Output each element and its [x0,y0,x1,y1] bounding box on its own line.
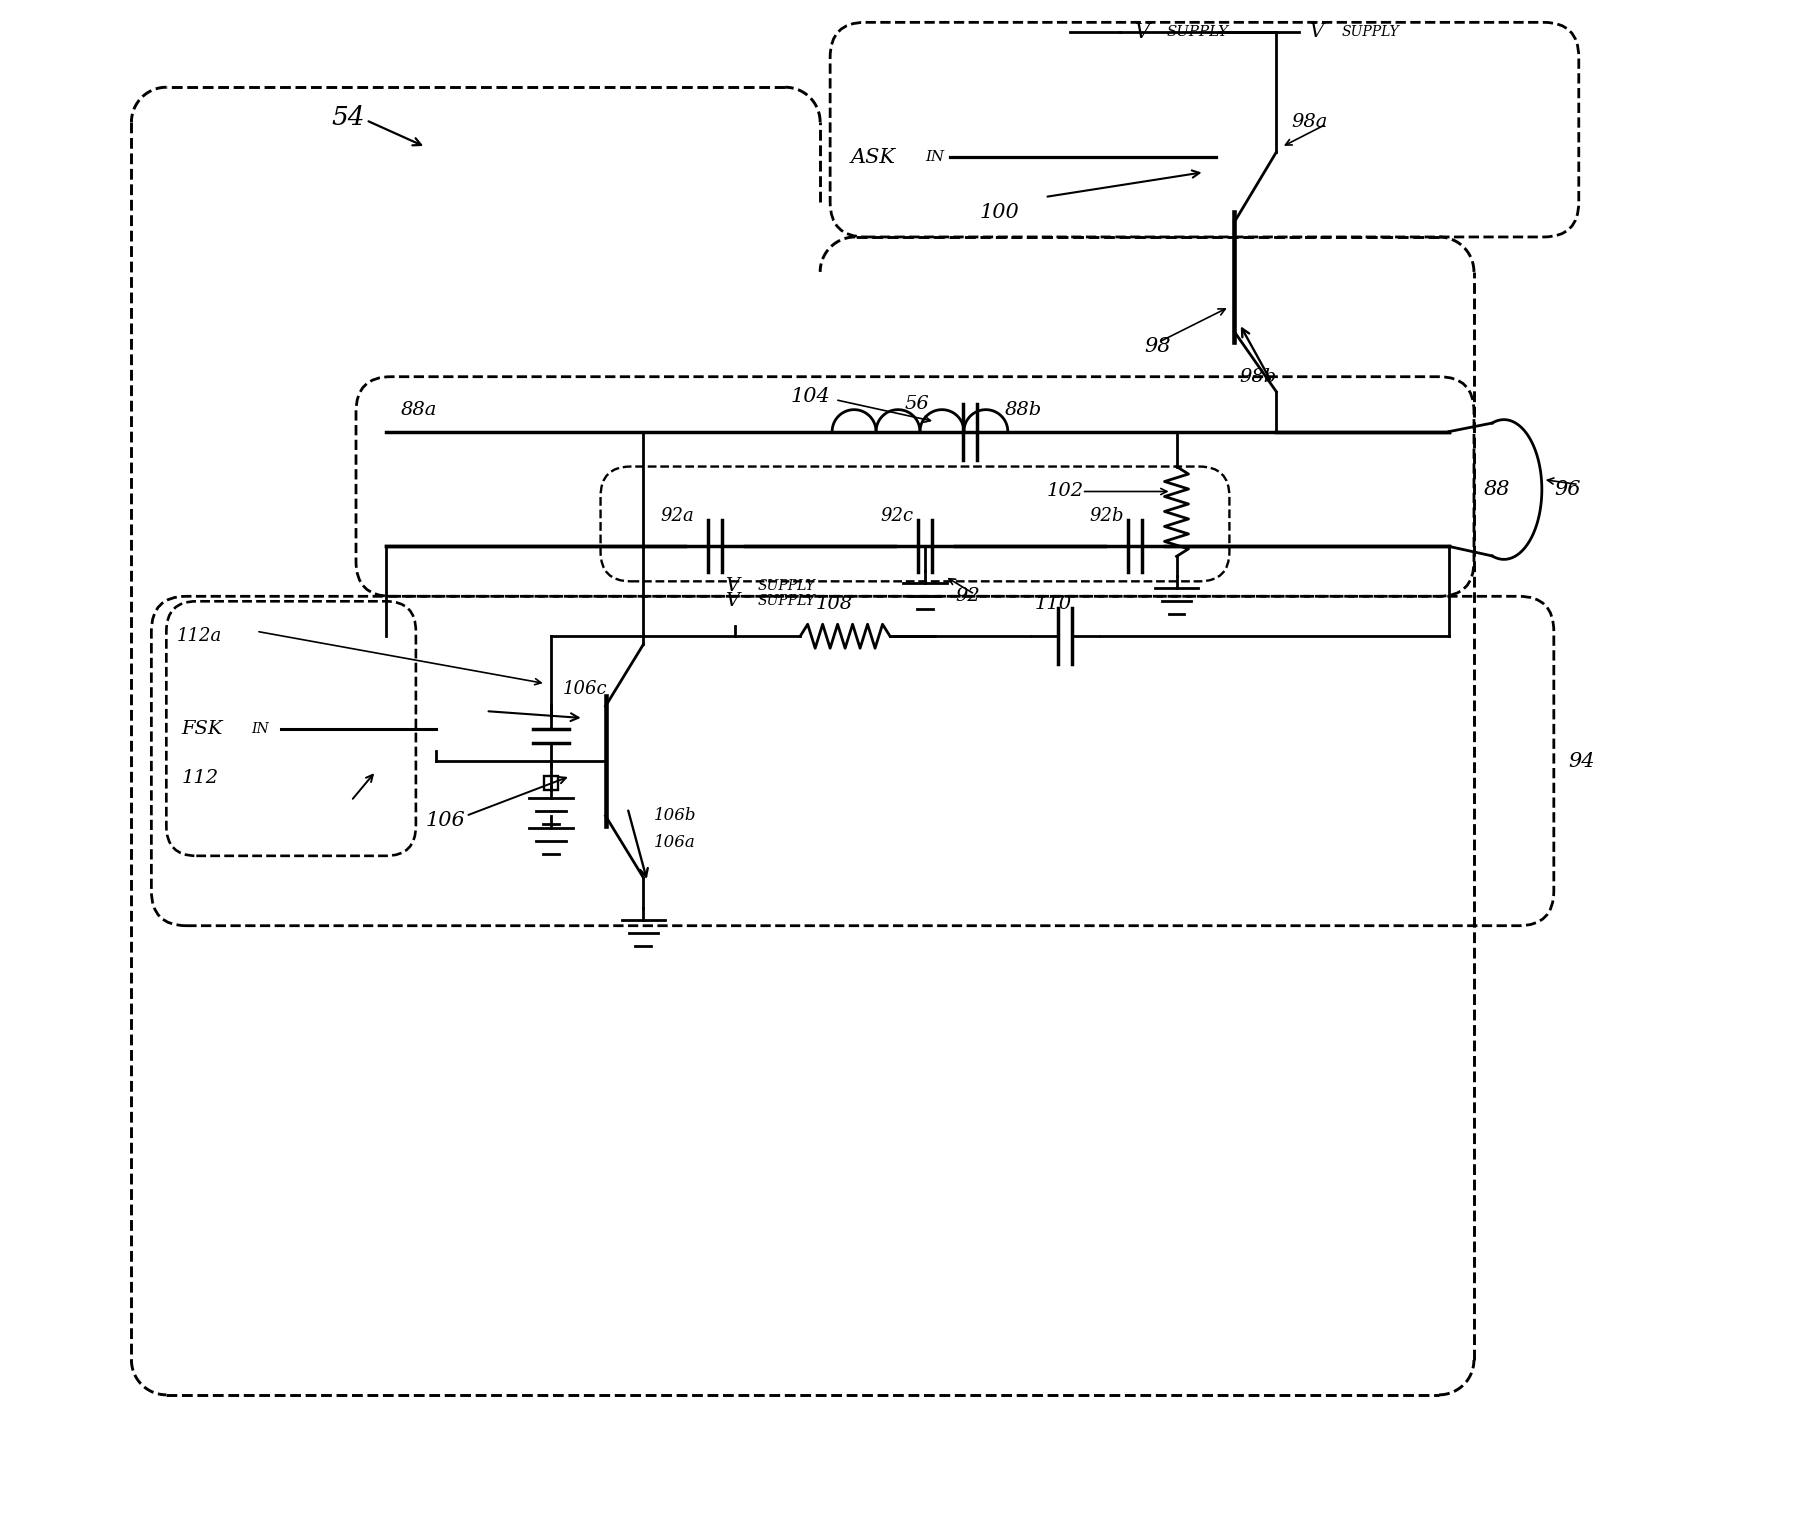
Text: V: V [726,577,739,596]
Text: V: V [1134,23,1150,41]
Text: V: V [726,592,739,611]
Text: 106: 106 [426,811,465,830]
Text: 102: 102 [1047,482,1083,501]
Text: IN: IN [925,150,944,164]
Text: V: V [1309,23,1324,41]
Text: SUPPLY: SUPPLY [1342,26,1398,40]
Text: 98a: 98a [1291,113,1327,132]
Text: 54: 54 [331,104,364,130]
Text: ASK: ASK [849,147,895,167]
Text: IN: IN [252,721,270,735]
Text: 88: 88 [1483,479,1510,499]
Text: 92c: 92c [880,507,913,525]
Text: 88b: 88b [1005,401,1041,418]
Text: 110: 110 [1034,596,1072,614]
Text: 106a: 106a [654,834,695,851]
Text: 56: 56 [906,395,929,413]
Text: SUPPLY: SUPPLY [757,594,815,608]
Text: 112: 112 [181,770,219,787]
Text: 106c: 106c [563,680,607,698]
Text: SUPPLY: SUPPLY [1166,26,1228,40]
Text: 92: 92 [954,588,980,605]
Text: 100: 100 [980,202,1020,222]
Text: SUPPLY: SUPPLY [757,579,815,594]
Text: 92b: 92b [1090,507,1125,525]
Text: 106b: 106b [654,807,695,824]
Text: 96: 96 [1554,481,1581,499]
Text: 94: 94 [1568,752,1595,770]
Bar [543,776,558,790]
Text: 88a: 88a [400,401,436,418]
Text: 98b: 98b [1239,367,1277,386]
Text: 112a: 112a [176,628,221,645]
Text: 104: 104 [790,387,829,406]
Text: 92a: 92a [661,507,694,525]
Text: 98: 98 [1145,337,1172,357]
Text: 108: 108 [815,596,853,614]
Text: FSK: FSK [181,720,223,738]
